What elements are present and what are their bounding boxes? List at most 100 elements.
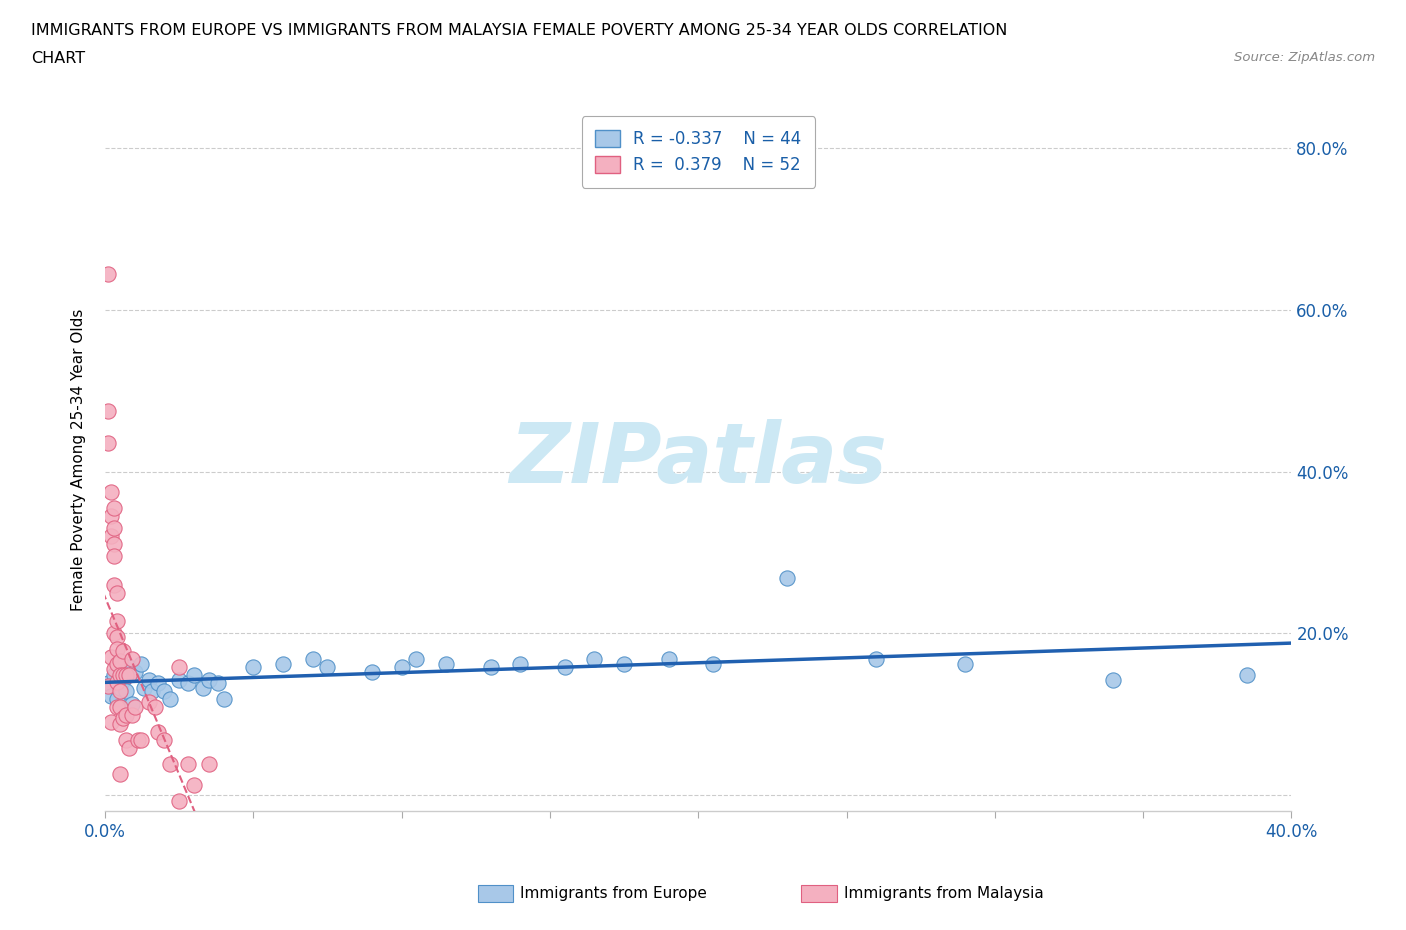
- Text: CHART: CHART: [31, 51, 84, 66]
- Point: [391, 659, 413, 674]
- Point: [953, 657, 976, 671]
- Point: [118, 668, 141, 683]
- Text: ZIPatlas: ZIPatlas: [509, 418, 887, 500]
- Text: IMMIGRANTS FROM EUROPE VS IMMIGRANTS FROM MALAYSIA FEMALE POVERTY AMONG 25-34 YE: IMMIGRANTS FROM EUROPE VS IMMIGRANTS FRO…: [31, 23, 1007, 38]
- Point: [124, 700, 146, 715]
- Point: [108, 700, 131, 715]
- Point: [509, 657, 531, 671]
- Point: [198, 672, 221, 687]
- Point: [129, 732, 152, 747]
- Point: [479, 659, 502, 674]
- Point: [108, 684, 131, 698]
- Point: [1102, 672, 1125, 687]
- Point: [105, 692, 128, 707]
- Legend: R = -0.337    N = 44, R =  0.379    N = 52: R = -0.337 N = 44, R = 0.379 N = 52: [582, 116, 815, 188]
- Text: Source: ZipAtlas.com: Source: ZipAtlas.com: [1234, 51, 1375, 64]
- Point: [141, 684, 163, 698]
- Point: [702, 657, 724, 671]
- Point: [114, 708, 136, 723]
- Point: [118, 659, 141, 674]
- Point: [108, 668, 131, 683]
- Point: [132, 681, 155, 696]
- Point: [127, 732, 149, 747]
- Point: [105, 630, 128, 644]
- Point: [145, 700, 167, 715]
- Point: [118, 740, 141, 755]
- Point: [121, 652, 143, 667]
- Point: [108, 767, 131, 782]
- Point: [100, 688, 122, 703]
- Point: [613, 657, 636, 671]
- Point: [177, 756, 200, 771]
- Point: [103, 521, 125, 536]
- Point: [108, 654, 131, 669]
- Point: [103, 537, 125, 551]
- Point: [159, 756, 181, 771]
- Point: [111, 644, 134, 658]
- Point: [361, 664, 384, 679]
- Point: [301, 652, 323, 667]
- Point: [434, 657, 457, 671]
- Point: [316, 659, 339, 674]
- Point: [103, 662, 125, 677]
- Point: [97, 266, 120, 281]
- Point: [121, 697, 143, 711]
- Y-axis label: Female Poverty Among 25-34 Year Olds: Female Poverty Among 25-34 Year Olds: [72, 308, 86, 611]
- Point: [183, 668, 205, 683]
- Point: [111, 711, 134, 725]
- Point: [114, 732, 136, 747]
- Point: [121, 708, 143, 723]
- Point: [100, 714, 122, 729]
- Point: [97, 436, 120, 451]
- Point: [138, 695, 160, 710]
- Point: [103, 626, 125, 641]
- Point: [776, 571, 799, 586]
- Text: Immigrants from Europe: Immigrants from Europe: [520, 886, 707, 901]
- Point: [103, 668, 125, 683]
- Point: [111, 668, 134, 683]
- Point: [167, 793, 190, 808]
- Point: [167, 659, 190, 674]
- Point: [583, 652, 606, 667]
- Point: [105, 585, 128, 600]
- Point: [153, 732, 176, 747]
- Point: [108, 716, 131, 731]
- Point: [114, 684, 136, 698]
- Point: [100, 509, 122, 524]
- Point: [105, 642, 128, 657]
- Point: [105, 657, 128, 671]
- Point: [111, 672, 134, 687]
- Point: [191, 681, 214, 696]
- Point: [124, 664, 146, 679]
- Point: [108, 681, 131, 696]
- Point: [658, 652, 681, 667]
- Point: [138, 672, 160, 687]
- Point: [114, 668, 136, 683]
- Point: [103, 578, 125, 592]
- Point: [865, 652, 887, 667]
- Point: [105, 614, 128, 629]
- Point: [212, 692, 235, 707]
- Point: [153, 684, 176, 698]
- Point: [129, 657, 152, 671]
- Point: [271, 657, 294, 671]
- Point: [97, 404, 120, 418]
- Point: [198, 756, 221, 771]
- Point: [97, 678, 120, 693]
- Point: [554, 659, 576, 674]
- Point: [242, 659, 264, 674]
- Point: [148, 724, 170, 739]
- Point: [103, 549, 125, 564]
- Text: Immigrants from Malaysia: Immigrants from Malaysia: [844, 886, 1043, 901]
- Point: [103, 500, 125, 515]
- Point: [148, 676, 170, 691]
- Point: [405, 652, 427, 667]
- Point: [97, 676, 120, 691]
- Point: [105, 674, 128, 689]
- Point: [159, 692, 181, 707]
- Point: [100, 528, 122, 543]
- Point: [183, 777, 205, 792]
- Point: [207, 676, 229, 691]
- Point: [167, 672, 190, 687]
- Point: [100, 485, 122, 499]
